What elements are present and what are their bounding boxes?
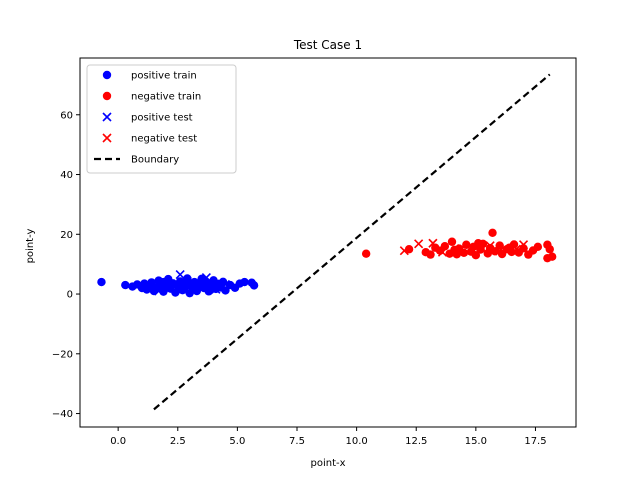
positive-test-point-1: [161, 279, 171, 289]
negative-test-point-7: [518, 240, 529, 250]
legend-negative-train-label: negative train: [131, 92, 201, 103]
positive-test-point-4: [192, 281, 202, 291]
x-tick-label: 12.5: [405, 436, 427, 447]
negative-test-point-9: [485, 241, 495, 251]
x-tick-label: 17.5: [524, 436, 546, 447]
x-tick-label: 5.0: [229, 436, 245, 447]
positive-test-point-6: [211, 284, 221, 294]
legend-negative-test-label: negative test: [131, 134, 197, 145]
legend-negative-train-swatch: [102, 91, 112, 101]
y-tick-label: 60: [60, 110, 73, 121]
positive-test-point-9: [206, 277, 216, 287]
negative-train-point-0: [361, 249, 371, 258]
y-tick-label: −20: [52, 349, 73, 360]
axes-frame: [79, 57, 577, 428]
legend: positive train negative train positive tes…: [86, 64, 237, 174]
legend-positive-train-label: positive train: [131, 71, 197, 82]
negative-train-point-33: [545, 245, 554, 254]
positive-train-point-0: [97, 277, 106, 287]
negative-train-point-35: [543, 253, 552, 263]
negative-test-point-3: [456, 244, 467, 254]
negative-test-point-1: [414, 239, 424, 249]
negative-train-point-31: [533, 242, 543, 252]
negative-train-point-15: [471, 250, 481, 260]
positive-test-point-7: [220, 279, 231, 290]
legend-box: [86, 64, 237, 174]
negative-train-point-38: [505, 243, 514, 252]
x-tick-label: 2.5: [170, 436, 186, 447]
x-tick-label: 15.0: [465, 436, 487, 447]
legend-positive-test-swatch: [102, 112, 112, 122]
y-tick-label: 40: [60, 170, 73, 181]
positive-train-point-45: [249, 281, 259, 290]
negative-train-point-20: [488, 228, 497, 237]
positive-test-point-0: [154, 286, 164, 296]
negative-train-point-3: [426, 250, 435, 259]
positive-test-point-3: [182, 276, 192, 287]
legend-boundary-label: Boundary: [131, 155, 179, 166]
negative-test-point-6: [511, 244, 521, 254]
legend-positive-test-label: positive test: [131, 113, 193, 124]
chart-title: Test Case 1: [293, 38, 362, 52]
y-axis-label: point-y: [25, 228, 36, 263]
y-tick-label: 0: [67, 290, 73, 301]
legend-positive-train-swatch: [102, 70, 112, 80]
negative-test-point-5: [495, 246, 505, 256]
negative-test-point-4: [476, 242, 486, 252]
x-tick-label: 10.0: [345, 436, 367, 447]
legend-negative-test-swatch: [102, 133, 112, 143]
axes: 0.0 2.5 5.0 7.5 10.0 12.5 15.0 17.5 −40 −20 0 20 40 6…: [52, 57, 577, 447]
positive-train-point-1: [121, 280, 130, 290]
negative-test-point-0: [399, 246, 409, 256]
negative-train-point-11: [459, 248, 469, 258]
negative-train-point-22: [495, 241, 504, 250]
negative-train-point-6: [440, 242, 450, 251]
positive-train-point-43: [240, 277, 249, 287]
positive-test-point-2: [175, 270, 185, 280]
x-axis-label: point-x: [310, 458, 345, 469]
positive-test-point-8: [168, 283, 178, 293]
y-tick-label: −40: [52, 409, 73, 420]
positive-train-point-39: [221, 286, 230, 295]
boundary-line: [153, 73, 551, 411]
negative-test-point-8: [437, 247, 448, 257]
positive-train-point-51: [180, 282, 190, 292]
y-tick-label: 20: [60, 230, 73, 241]
negative-train-point-37: [474, 239, 483, 248]
negative-test-point-2: [428, 238, 438, 248]
negative-train-point-8: [447, 237, 457, 246]
plot-area: [97, 73, 557, 411]
x-tick-label: 0.0: [110, 436, 126, 447]
x-tick-label: 7.5: [289, 436, 305, 447]
